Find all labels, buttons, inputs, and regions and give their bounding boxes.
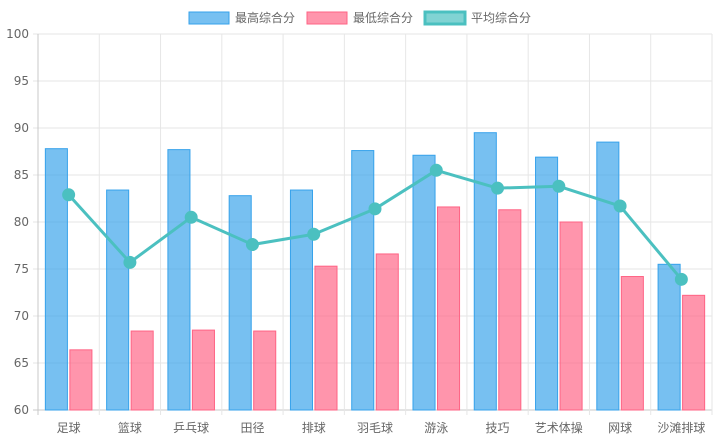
average-line (62, 163, 688, 286)
bar-max[interactable] (228, 195, 252, 411)
bar-max[interactable] (167, 149, 191, 411)
bar-max[interactable] (289, 189, 314, 411)
y-tick-label: 75 (14, 262, 29, 276)
bar-min[interactable] (191, 329, 215, 411)
x-tick-label: 足球 (57, 421, 81, 435)
bar-min[interactable] (130, 330, 154, 411)
legend-label[interactable]: 最高综合分 (235, 10, 295, 25)
y-tick-label: 85 (14, 168, 29, 182)
bar-max[interactable] (44, 148, 68, 411)
average-point[interactable] (429, 163, 443, 177)
x-axis: 足球 篮球 乒乓球 田径 排球 羽毛球 游泳 技巧 艺术体操 网球 沙滩排球 (57, 420, 706, 435)
bar-min[interactable] (682, 294, 706, 411)
y-tick-label: 60 (14, 403, 29, 417)
average-point[interactable] (184, 210, 198, 224)
legend-label[interactable]: 最低综合分 (353, 10, 413, 25)
x-tick-label: 排球 (302, 421, 326, 435)
x-tick-label: 技巧 (486, 421, 510, 435)
bar-min[interactable] (498, 209, 522, 411)
bar-max[interactable] (535, 156, 559, 411)
bar-max[interactable] (473, 132, 497, 411)
legend-swatch[interactable] (188, 11, 230, 25)
x-tick-label: 羽毛球 (357, 421, 393, 435)
x-tick-label: 篮球 (118, 420, 142, 435)
legend: 最高综合分 最低综合分 平均综合分 (188, 10, 531, 26)
legend-swatch[interactable] (306, 11, 348, 25)
y-tick-label: 95 (14, 74, 29, 88)
legend-swatch[interactable] (423, 10, 467, 26)
bar-max[interactable] (351, 150, 375, 411)
average-point[interactable] (123, 255, 137, 269)
bar-min[interactable] (436, 206, 461, 411)
bar-min[interactable] (375, 253, 399, 411)
bar-min[interactable] (314, 265, 338, 411)
y-axis: 60 65 70 75 80 85 90 95 100 (6, 27, 29, 417)
y-tick-label: 70 (14, 309, 29, 323)
average-point[interactable] (245, 238, 259, 252)
x-tick-label: 游泳 (424, 421, 448, 435)
legend-label[interactable]: 平均综合分 (471, 10, 531, 25)
average-point[interactable] (491, 181, 505, 195)
x-tick-label: 乒乓球 (173, 421, 209, 435)
average-point[interactable] (368, 202, 382, 216)
x-tick-label: 网球 (608, 421, 632, 435)
y-tick-label: 90 (14, 121, 29, 135)
average-point[interactable] (613, 199, 627, 213)
average-point[interactable] (62, 188, 76, 202)
bar-max[interactable] (596, 141, 620, 411)
bar-max[interactable] (106, 189, 130, 411)
y-tick-label: 80 (14, 215, 29, 229)
y-tick-label: 65 (14, 356, 29, 370)
bar-max[interactable] (412, 154, 436, 411)
bar-min[interactable] (559, 221, 583, 411)
average-point[interactable] (307, 227, 321, 241)
y-tick-label: 100 (6, 27, 29, 41)
average-point[interactable] (552, 179, 566, 193)
bar-min[interactable] (620, 276, 644, 411)
average-point[interactable] (674, 272, 688, 286)
x-tick-label: 艺术体操 (535, 420, 583, 435)
bars (44, 132, 706, 411)
x-tick-label: 沙滩排球 (657, 421, 705, 435)
bar-min[interactable] (69, 349, 93, 411)
bar-max[interactable] (657, 263, 681, 411)
x-tick-label: 田径 (240, 421, 264, 435)
bar-min[interactable] (253, 330, 277, 411)
